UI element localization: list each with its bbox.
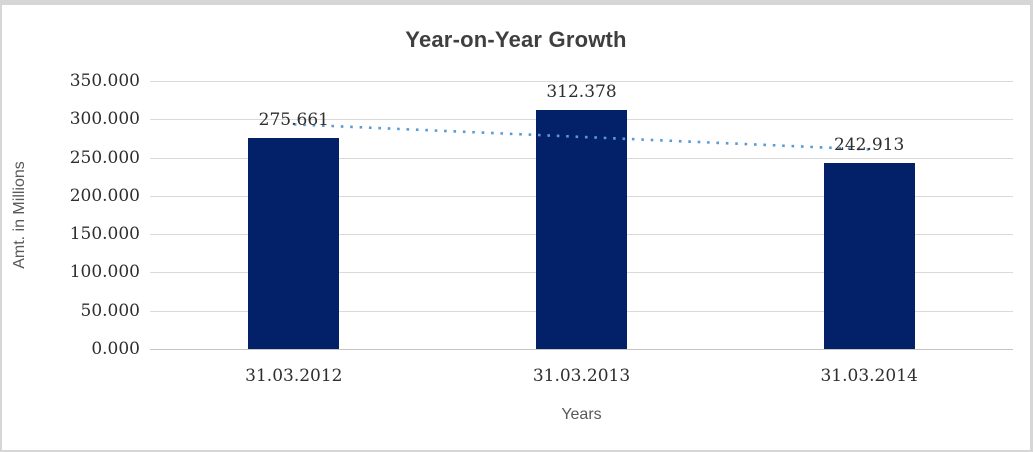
bar-31.03.2013 (536, 109, 627, 349)
y-axis-tick-label: 350.000 (69, 71, 140, 91)
bar-data-label: 275.661 (258, 109, 329, 130)
x-axis-title: Years (561, 406, 602, 423)
y-axis-tick-label: 150.000 (69, 224, 140, 245)
y-axis-tick-label: 200.000 (69, 185, 140, 206)
trendline (293, 123, 870, 151)
y-axis-tick-label: 50.000 (80, 300, 140, 321)
gridline (150, 81, 1013, 82)
y-axis-tick-label: 250.000 (69, 147, 140, 168)
gridline (150, 349, 1013, 350)
bar-31.03.2014 (823, 163, 915, 349)
y-axis-tick-label: 300.000 (69, 109, 140, 130)
bar-31.03.2012 (248, 137, 340, 349)
y-axis-tick-label: 100.000 (69, 262, 140, 283)
chart-title: Year-on-Year Growth (405, 27, 627, 52)
plot-area: 275.661 312.378 242.913 (150, 81, 1013, 350)
bar-data-label: 242.913 (834, 135, 905, 155)
x-axis-tick-label: 31.03.2014 (820, 366, 918, 386)
x-axis-tick-label: 31.03.2013 (532, 366, 631, 386)
x-axis-tick-label: 31.03.2012 (245, 366, 343, 386)
bar-data-label: 312.378 (546, 81, 617, 102)
y-axis-tick-label: 0.000 (91, 339, 140, 359)
